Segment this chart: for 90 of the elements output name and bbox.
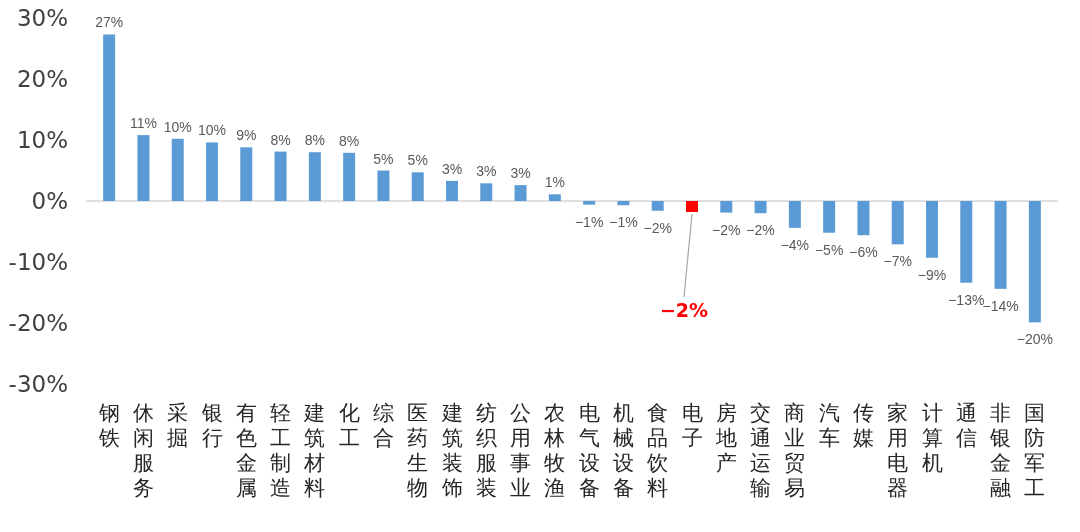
data-label: −1% [609,214,638,231]
bar [857,201,870,236]
x-tick-label: 国防军工 [1024,401,1046,500]
x-tick-label: 公用事业 [510,401,532,500]
data-label: −2% [659,298,709,321]
bar [240,147,253,201]
bar [480,183,493,201]
bar [514,185,527,201]
x-tick-label: 交通运输 [750,401,772,500]
x-tick-label: 电子 [681,401,703,450]
x-tick-label: 电气设备 [578,401,600,500]
data-label: 3% [476,163,497,180]
data-label: 27% [95,14,124,31]
y-tick-label: 20% [16,66,68,92]
x-tick-label: 商业贸易 [784,401,806,500]
data-label: 8% [304,132,325,149]
bar [206,142,218,201]
bar [274,151,287,201]
bar [308,152,321,201]
bar [960,201,973,283]
x-tick-label: 传媒 [852,401,874,450]
data-label: −4% [780,236,810,253]
bar [446,180,458,201]
y-tick-label: 30% [16,5,68,31]
y-tick-label: 0% [31,188,68,214]
x-tick-label: 有色金属 [235,401,257,500]
data-label: 10% [197,122,227,139]
data-label: 1% [544,174,565,191]
data-label: −7% [883,253,912,270]
bar [411,172,424,201]
data-label: 11% [129,115,157,132]
y-tick-label: 10% [16,127,68,153]
bar [583,201,596,205]
data-label: −13% [948,291,985,308]
x-tick-label: 食品饮料 [646,401,669,500]
data-label: 8% [270,131,291,148]
x-tick-label: 机械设备 [612,401,634,500]
x-tick-label: 通信 [955,401,977,450]
x-tick-label: 医药生物 [407,401,429,500]
data-label: 9% [236,127,257,144]
x-tick-label: 钢铁 [97,401,120,450]
y-tick-label: -30% [8,371,68,397]
bar [548,194,561,201]
data-label: 8% [339,132,360,149]
data-label: −9% [917,266,947,283]
bar [171,138,184,201]
bar [617,201,630,206]
bar [651,201,664,211]
bar [377,170,390,201]
data-label: −2% [712,221,741,238]
x-tick-label: 计算机 [921,401,943,475]
bar [823,201,836,233]
y-tick-label: -10% [8,249,68,275]
data-label: −1% [574,213,604,230]
data-label: −2% [746,222,775,239]
x-tick-label: 房地产 [714,401,737,475]
bar [926,201,938,258]
data-label: −20% [1016,331,1053,348]
x-tick-label: 建筑材料 [303,401,326,500]
x-tick-label: 纺织服装 [475,401,497,500]
x-tick-label: 非银金融 [989,401,1012,500]
data-label: 5% [407,152,428,169]
data-label: −2% [643,219,672,236]
data-label: −5% [814,241,844,258]
x-tick-label: 采掘 [167,401,189,450]
x-tick-label: 休闲服务 [132,401,154,500]
x-tick-label: 综合 [372,401,394,450]
x-tick-label: 轻工制造 [270,401,292,500]
x-tick-label: 农林牧渔 [543,401,566,500]
bar [343,152,356,201]
bar [103,34,116,201]
data-label: 10% [163,118,192,135]
y-tick-label: -20% [8,310,68,336]
x-tick-label: 家用电器 [887,401,909,500]
x-tick-label: 银行 [200,401,223,450]
bar [686,201,698,212]
bar [1028,201,1041,323]
bar [754,201,767,214]
bar [994,201,1007,289]
data-label: 3% [441,160,463,177]
bar [137,135,150,201]
data-label: 3% [510,165,531,182]
x-tick-label: 汽车 [818,401,840,450]
bar [891,201,904,245]
bar [720,201,733,213]
x-tick-label: 建筑装饰 [440,401,463,500]
x-tick-label: 化工 [338,401,360,450]
data-label: 5% [373,150,394,167]
bar [788,201,801,228]
data-label: −6% [849,244,878,261]
